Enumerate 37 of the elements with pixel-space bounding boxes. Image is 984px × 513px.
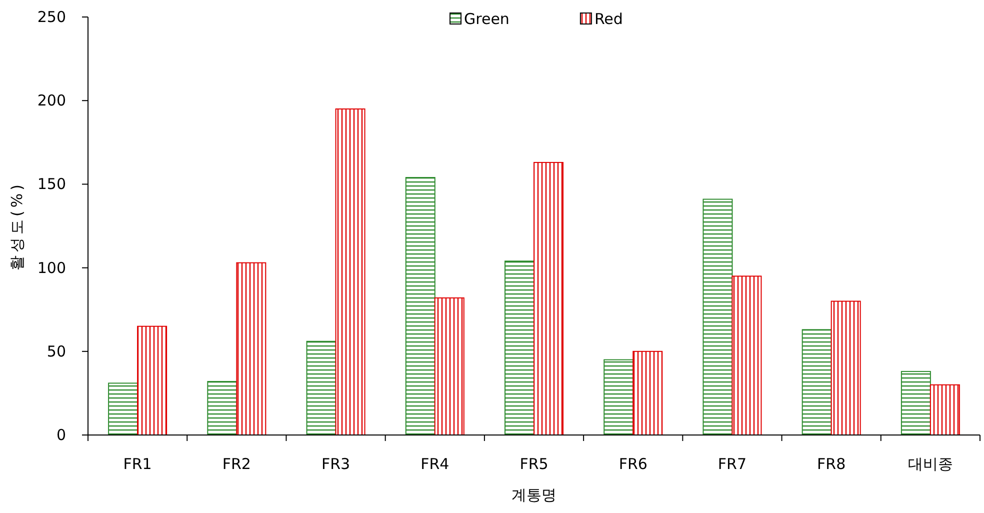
legend-label: Green	[464, 10, 510, 28]
y-tick-label: 150	[37, 175, 66, 194]
y-tick-label: 250	[37, 8, 66, 26]
x-tick-label: FR1	[123, 455, 152, 473]
bar	[236, 262, 266, 436]
bar	[632, 350, 663, 436]
bar	[930, 384, 960, 436]
bar	[405, 177, 436, 436]
bar	[830, 300, 861, 436]
bar	[207, 380, 238, 436]
bar	[702, 198, 733, 436]
x-axis-title: 계통명	[512, 486, 556, 504]
x-tick-label: FR5	[520, 455, 548, 473]
x-tick-label: FR6	[618, 455, 648, 473]
y-tick-label: 50	[46, 342, 66, 360]
y-tick-label: 100	[37, 258, 66, 277]
x-tick-label: FR2	[222, 455, 251, 473]
x-tick-label: FR3	[321, 455, 350, 473]
bar	[732, 276, 762, 436]
x-tick-label: FR8	[817, 455, 846, 473]
bar	[335, 108, 366, 436]
y-axis-title: 활성도(%)	[8, 182, 26, 270]
bar	[802, 329, 832, 436]
bar	[137, 326, 168, 436]
bar	[534, 162, 564, 436]
y-tick-label: 200	[37, 92, 66, 110]
y-tick-label: 0	[56, 426, 66, 444]
bar	[108, 382, 138, 436]
x-tick-label: FR4	[420, 455, 450, 473]
legend-label: Red	[594, 10, 623, 28]
bar	[306, 340, 336, 436]
x-tick-label: FR7	[718, 455, 747, 473]
bar	[604, 359, 634, 436]
bar	[504, 260, 534, 436]
x-tick-label: 대비종	[908, 455, 953, 473]
bar	[434, 297, 464, 436]
bar	[900, 370, 931, 436]
